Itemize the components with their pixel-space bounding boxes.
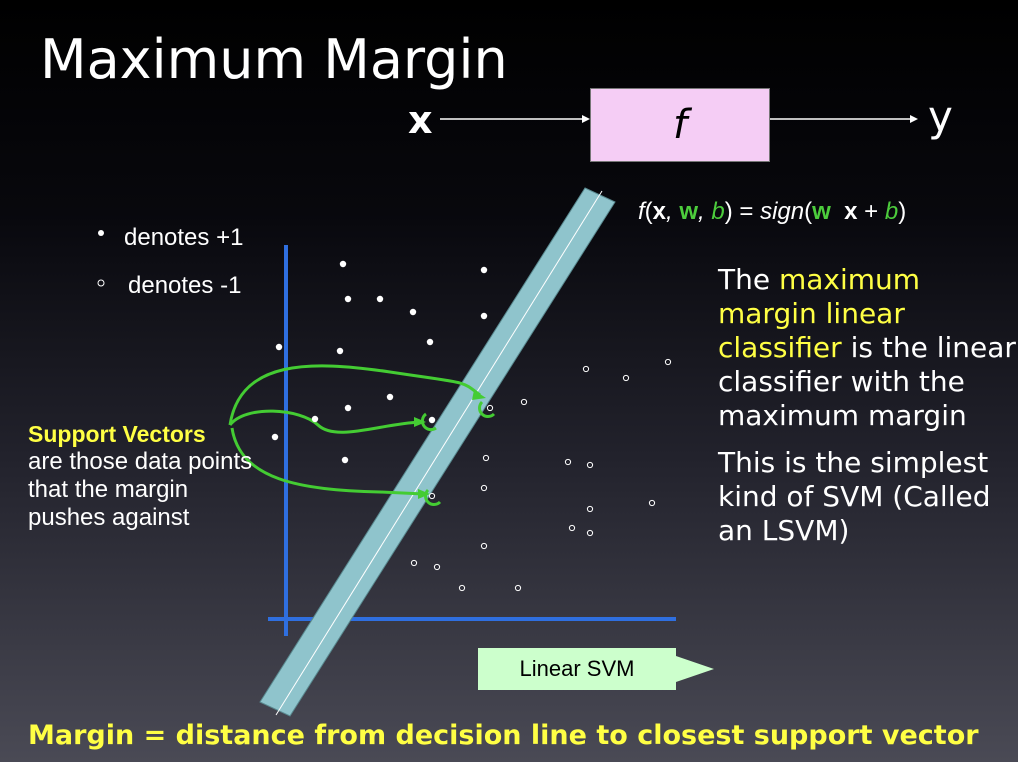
- negative-point: [586, 505, 594, 513]
- support-arrow-2: [228, 409, 421, 434]
- positive-point: [341, 456, 349, 464]
- positive-point: [480, 266, 488, 274]
- support-mark-2-icon: [478, 400, 496, 418]
- classifier-formula: f(x, w, b) = sign(w x + b): [638, 198, 906, 226]
- negative-point: [664, 358, 672, 366]
- legend-positive-dot-icon: [98, 230, 104, 236]
- margin-definition: Margin = distance from decision line to …: [28, 720, 979, 751]
- formula-dot: [831, 198, 844, 225]
- positive-point: [426, 338, 434, 346]
- description-highlight: maximum margin linear classifier: [718, 263, 921, 364]
- formula-w2: w: [812, 198, 831, 225]
- negative-point: [564, 458, 572, 466]
- description-suffix: is the linear classifier with the maximu…: [718, 331, 1016, 432]
- support-arrow-3: [230, 427, 425, 496]
- negative-point: [520, 398, 528, 406]
- support-arrowhead-3-icon: [418, 489, 430, 499]
- formula-x: x: [652, 198, 667, 225]
- negative-point: [458, 584, 466, 592]
- slide-title: Maximum Margin: [40, 28, 508, 91]
- negative-point: [410, 559, 418, 567]
- positive-point: [336, 347, 344, 355]
- input-x-label: x: [408, 98, 433, 142]
- description: The maximum margin linear classifier is …: [718, 263, 1018, 561]
- positive-point: [275, 343, 283, 351]
- negative-point: [622, 374, 630, 382]
- formula-paren: (: [804, 198, 813, 225]
- linear-svm-callout: Linear SVM: [478, 648, 676, 690]
- positive-point: [311, 415, 319, 423]
- output-arrowhead-icon: [910, 115, 918, 123]
- callout-label: Linear SVM: [519, 656, 635, 681]
- positive-point: [271, 433, 279, 441]
- support-arrowhead-1-icon: [472, 390, 486, 400]
- positive-point: [480, 312, 488, 320]
- output-y-label: y: [928, 92, 953, 141]
- negative-point: [482, 454, 490, 462]
- support-vectors-note: Support Vectors are those data points th…: [28, 420, 258, 532]
- description-prefix: The: [718, 263, 779, 296]
- margin-band: [259, 187, 616, 717]
- support-mark-1-icon: [420, 412, 437, 432]
- negative-point: [486, 404, 494, 412]
- formula-comma2: ,: [698, 198, 712, 225]
- formula-plus: +: [857, 198, 885, 225]
- function-label: f: [672, 102, 688, 148]
- support-arrowhead-2-icon: [414, 417, 426, 427]
- support-mark-3-icon: [424, 488, 442, 506]
- positive-point: [344, 404, 352, 412]
- negative-point: [428, 492, 436, 500]
- formula-b2: b: [884, 198, 899, 225]
- positive-point: [344, 295, 352, 303]
- support-vectors-text: are those data points that the margin pu…: [28, 448, 253, 531]
- negative-point: [433, 563, 441, 571]
- formula-b: b: [711, 198, 725, 225]
- legend-negative-dot-icon: [97, 279, 105, 287]
- positive-point: [386, 393, 394, 401]
- negative-point: [568, 524, 576, 532]
- description-paragraph-1: The maximum margin linear classifier is …: [718, 263, 1018, 433]
- formula-eq: ) =: [724, 198, 761, 225]
- formula-w: w: [679, 198, 699, 225]
- negative-point: [586, 461, 594, 469]
- legend-negative: denotes -1: [128, 272, 242, 299]
- legend-positive: denotes +1: [124, 224, 244, 251]
- support-vectors-title: Support Vectors: [28, 421, 206, 447]
- positive-point: [428, 416, 436, 424]
- negative-point: [586, 529, 594, 537]
- decision-line: [275, 190, 603, 716]
- formula-sign: sign: [760, 198, 805, 225]
- callout-pointer-icon: [676, 656, 714, 682]
- function-box: f: [590, 88, 770, 162]
- negative-point: [480, 542, 488, 550]
- description-paragraph-2: This is the simplest kind of SVM (Called…: [718, 446, 991, 547]
- formula-x2: x: [844, 198, 858, 225]
- input-arrowhead-icon: [582, 115, 590, 123]
- formula-comma1: ,: [666, 198, 680, 225]
- positive-point: [409, 308, 417, 316]
- formula-open: (: [644, 198, 653, 225]
- formula-close: ): [898, 198, 907, 225]
- negative-point: [480, 484, 488, 492]
- negative-point: [582, 365, 590, 373]
- negative-point: [648, 499, 656, 507]
- data-points: [271, 260, 672, 592]
- support-arrow-1: [228, 364, 481, 426]
- formula-f: f: [638, 198, 645, 225]
- negative-point: [514, 584, 522, 592]
- positive-point: [376, 295, 384, 303]
- positive-point: [339, 260, 347, 268]
